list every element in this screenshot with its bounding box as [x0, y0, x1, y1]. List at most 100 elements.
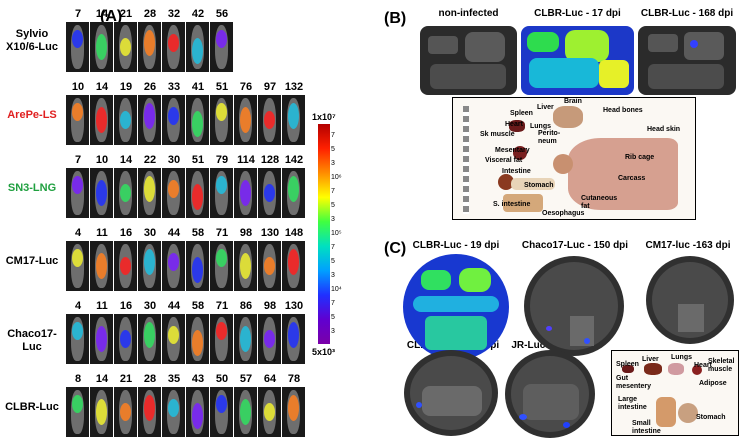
mouse-image [282, 314, 305, 364]
day-label: 35 [167, 373, 181, 385]
panel-c-organ-map [611, 350, 739, 436]
mouse-image [258, 95, 281, 145]
organ-label: Lungs [671, 354, 692, 361]
mouse-image [66, 241, 89, 291]
mouse-image [90, 387, 113, 437]
organ-label: Carcass [618, 175, 646, 182]
dish-chaco17-150dpi [524, 256, 624, 356]
mouse-image [162, 168, 185, 218]
mouse-image [234, 241, 257, 291]
day-label: 7 [74, 8, 82, 20]
colorbar-tick: 10⁴ [331, 286, 342, 293]
mouse-image [186, 314, 209, 364]
dish-jr-154dpi [505, 350, 595, 438]
colorbar-tick: 10⁶ [331, 174, 342, 181]
organ-label: Lungs [530, 123, 551, 130]
mouse-image [186, 241, 209, 291]
mouse-image [66, 168, 89, 218]
colorbar-tick: 7 [331, 132, 335, 139]
day-label: 33 [167, 81, 181, 93]
day-label: 44 [167, 300, 181, 312]
day-label: 28 [143, 8, 157, 20]
mouse-image [114, 168, 137, 218]
day-label: 130 [284, 300, 304, 312]
day-label: 86 [239, 300, 253, 312]
day-label: 79 [215, 154, 229, 166]
day-label: 64 [263, 373, 277, 385]
mouse-image [162, 387, 185, 437]
mouse-image [114, 95, 137, 145]
organ-label: Visceral fat [485, 157, 523, 164]
day-label: 56 [215, 8, 229, 20]
day-label: 10 [71, 81, 85, 93]
panel-c-image-title: Chaco17-Luc - 150 dpi [521, 240, 629, 251]
day-label: 14 [95, 8, 109, 20]
organ-label: Heart [694, 362, 712, 369]
day-label: 16 [119, 300, 133, 312]
mouse-image [186, 95, 209, 145]
mouse-image [282, 241, 305, 291]
organ-label: Spleen [616, 361, 639, 368]
strain-label: SN3-LNG [7, 182, 57, 194]
mouse-image [90, 314, 113, 364]
organ-label: Perito- neum [538, 130, 561, 145]
day-label: 11 [96, 227, 108, 239]
colorbar [318, 124, 330, 344]
organ-label: Liver [642, 356, 659, 363]
organ-label: Spleen [510, 110, 533, 117]
day-label: 57 [239, 373, 253, 385]
day-label: 98 [263, 300, 277, 312]
colorbar-tick: 7 [331, 188, 335, 195]
day-label: 14 [95, 81, 109, 93]
colorbar-tick: 5 [331, 146, 335, 153]
mouse-image [210, 168, 233, 218]
mouse-image [114, 387, 137, 437]
day-label: 26 [143, 81, 157, 93]
mouse-image [162, 241, 185, 291]
colorbar-tick: 10⁵ [331, 230, 342, 237]
day-label: 114 [237, 154, 255, 166]
strain-label: CM17-Luc [5, 255, 59, 267]
day-label: 7 [74, 154, 82, 166]
organ-label: Adipose [699, 380, 727, 387]
day-label: 51 [215, 81, 229, 93]
colorbar-max-label: 1x10⁷ [312, 112, 336, 122]
day-label: 58 [191, 300, 205, 312]
organ-label: Head bones [603, 107, 643, 114]
mouse-image [138, 168, 161, 218]
tile-clbr-17dpi [521, 26, 634, 95]
mouse-image [282, 387, 305, 437]
mouse-image [66, 22, 89, 72]
panel-b-label: (B) [384, 10, 407, 27]
panel-b-image-title: CLBR-Luc - 17 dpi [534, 8, 621, 19]
mouse-image [258, 314, 281, 364]
organ-label: Gut mesentery [616, 375, 652, 390]
mouse-image [162, 314, 185, 364]
mouse-image [114, 314, 137, 364]
mouse-image [234, 95, 257, 145]
organ-label: Stomach [524, 182, 554, 189]
mouse-image [234, 168, 257, 218]
organ-label: Small intestine [632, 420, 661, 435]
mouse-image [90, 22, 113, 72]
mouse-image [234, 387, 257, 437]
organ-label: Skeletal muscle [708, 358, 735, 373]
organ-label: Cutaneous fat [581, 195, 618, 210]
mouse-image [210, 314, 233, 364]
strain-label: Sylvio X10/6-Luc [6, 28, 58, 53]
day-label: 21 [119, 8, 133, 20]
mouse-image [138, 241, 161, 291]
mouse-image [90, 168, 113, 218]
day-label: 30 [167, 154, 181, 166]
day-label: 132 [284, 81, 304, 93]
organ-label: Heart [505, 121, 523, 128]
mouse-image [66, 387, 89, 437]
day-label: 4 [74, 227, 82, 239]
mouse-image [282, 95, 305, 145]
panel-c-label: (C) [384, 240, 407, 257]
day-label: 51 [191, 154, 205, 166]
day-label: 21 [119, 373, 133, 385]
mouse-image [114, 241, 137, 291]
dish-cm17-163dpi [646, 256, 734, 344]
colorbar-tick: 7 [331, 244, 335, 251]
